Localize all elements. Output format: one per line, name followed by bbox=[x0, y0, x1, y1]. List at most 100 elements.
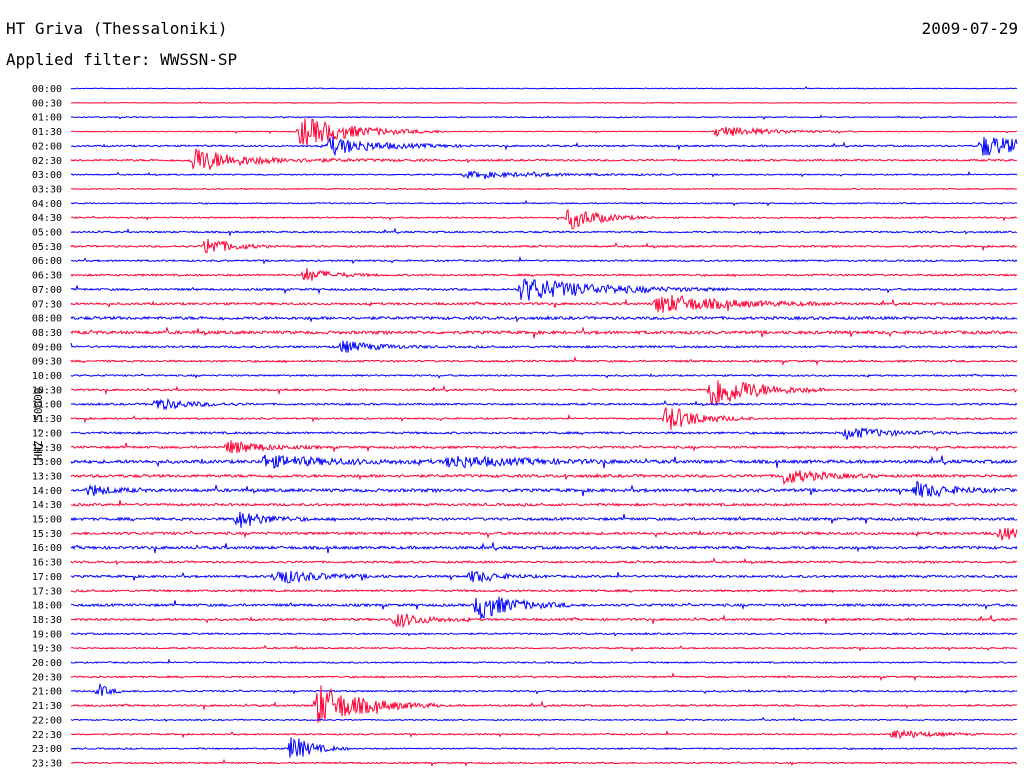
row-label: 14:30 bbox=[32, 500, 62, 511]
trace-0230 bbox=[70, 148, 1018, 171]
trace-0030 bbox=[70, 101, 1018, 104]
row-label: 19:00 bbox=[32, 629, 62, 640]
trace-1830 bbox=[70, 613, 1018, 629]
row-label: 04:00 bbox=[32, 199, 62, 210]
row-label: 06:00 bbox=[32, 256, 62, 267]
row-label: 05:00 bbox=[32, 228, 62, 239]
trace-1900 bbox=[70, 631, 1018, 637]
row-label: 17:00 bbox=[32, 572, 62, 583]
row-label: 20:00 bbox=[32, 658, 62, 669]
trace-2130 bbox=[70, 685, 1018, 723]
row-label: 23:30 bbox=[32, 758, 62, 769]
row-label: 03:30 bbox=[32, 184, 62, 195]
trace-1600 bbox=[70, 542, 1018, 554]
row-label: 22:30 bbox=[32, 730, 62, 741]
trace-1000 bbox=[70, 373, 1018, 379]
record-date: 2009-07-29 bbox=[921, 19, 1018, 38]
trace-0300 bbox=[70, 170, 1018, 180]
trace-1330 bbox=[70, 470, 1018, 486]
trace-1530 bbox=[70, 527, 1018, 541]
trace-2030 bbox=[70, 672, 1018, 682]
row-label: 10:00 bbox=[32, 371, 62, 382]
trace-2000 bbox=[70, 658, 1017, 665]
trace-1230 bbox=[70, 440, 1018, 454]
trace-0900 bbox=[70, 340, 1018, 353]
trace-1930 bbox=[70, 644, 1018, 653]
row-label: 06:30 bbox=[32, 271, 62, 282]
trace-0800 bbox=[70, 314, 1018, 323]
row-label: 23:00 bbox=[32, 744, 62, 755]
trace-1300 bbox=[70, 454, 1018, 469]
row-label: 00:00 bbox=[32, 84, 62, 95]
row-label: 01:30 bbox=[32, 127, 62, 138]
row-label: 22:00 bbox=[32, 715, 62, 726]
row-label: 15:00 bbox=[32, 515, 62, 526]
row-label: 16:00 bbox=[32, 543, 62, 554]
trace-0630 bbox=[70, 268, 1018, 281]
trace-1730 bbox=[70, 588, 1018, 594]
trace-0330 bbox=[70, 187, 1018, 191]
row-label: 16:30 bbox=[32, 558, 62, 569]
row-label: 19:30 bbox=[32, 644, 62, 655]
row-label: 20:30 bbox=[32, 672, 62, 683]
row-label: 02:00 bbox=[32, 141, 62, 152]
row-label: 09:00 bbox=[32, 342, 62, 353]
trace-1630 bbox=[70, 557, 1018, 566]
trace-2330 bbox=[70, 758, 1018, 767]
row-label: 15:30 bbox=[32, 529, 62, 540]
trace-1400 bbox=[70, 480, 1018, 498]
row-label: 18:30 bbox=[32, 615, 62, 626]
row-label: 11:00 bbox=[32, 400, 62, 411]
trace-2200 bbox=[70, 716, 1018, 722]
trace-0830 bbox=[70, 326, 1018, 339]
trace-0700 bbox=[70, 278, 1018, 301]
row-label: 10:30 bbox=[32, 385, 62, 396]
trace-1700 bbox=[70, 570, 1018, 584]
row-label: 08:30 bbox=[32, 328, 62, 339]
row-label: 07:30 bbox=[32, 299, 62, 310]
trace-0430 bbox=[70, 209, 1018, 230]
trace-1430 bbox=[70, 499, 1018, 508]
row-label: 07:00 bbox=[32, 285, 62, 296]
trace-0100 bbox=[70, 114, 1018, 120]
row-label: 00:30 bbox=[32, 98, 62, 109]
row-label: 18:00 bbox=[32, 601, 62, 612]
row-label: 14:00 bbox=[32, 486, 62, 497]
row-label: 13:30 bbox=[32, 471, 62, 482]
station-title: HT Griva (Thessaloniki) bbox=[6, 19, 228, 38]
trace-0530 bbox=[70, 238, 1018, 254]
row-label: 11:30 bbox=[32, 414, 62, 425]
trace-0730 bbox=[70, 294, 1018, 313]
row-label: 01:00 bbox=[32, 113, 62, 124]
trace-0600 bbox=[70, 255, 1018, 265]
row-label: 12:30 bbox=[32, 443, 62, 454]
trace-2300 bbox=[70, 737, 1018, 758]
trace-0930 bbox=[70, 355, 1018, 367]
channel-axis-label: HHZ - 50000 bbox=[31, 387, 45, 461]
trace-0200 bbox=[70, 136, 1018, 157]
row-label: 09:30 bbox=[32, 357, 62, 368]
trace-1200 bbox=[70, 427, 1018, 440]
row-label: 12:00 bbox=[32, 428, 62, 439]
trace-0000 bbox=[70, 86, 1018, 90]
row-label: 02:30 bbox=[32, 156, 62, 167]
trace-2100 bbox=[70, 682, 1018, 697]
trace-1130 bbox=[70, 407, 1018, 430]
trace-1500 bbox=[70, 511, 1018, 528]
row-label: 08:00 bbox=[32, 314, 62, 325]
trace-0400 bbox=[70, 199, 1018, 207]
row-label: 04:30 bbox=[32, 213, 62, 224]
trace-0500 bbox=[70, 227, 1018, 237]
row-label: 17:30 bbox=[32, 586, 62, 597]
trace-1030 bbox=[70, 380, 1018, 406]
trace-2230 bbox=[70, 729, 1018, 740]
row-label: 21:30 bbox=[32, 701, 62, 712]
trace-1100 bbox=[70, 397, 1018, 411]
row-label: 05:30 bbox=[32, 242, 62, 253]
row-label: 03:00 bbox=[32, 170, 62, 181]
trace-0130 bbox=[70, 118, 1018, 147]
row-label: 21:00 bbox=[32, 687, 62, 698]
filter-label: Applied filter: WWSSN-SP bbox=[6, 50, 238, 69]
